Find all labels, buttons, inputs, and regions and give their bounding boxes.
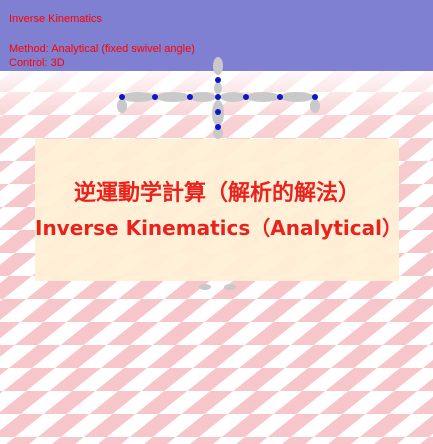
hud-control-line: Control: 3D	[9, 57, 65, 69]
left-forearm-bone	[156, 92, 190, 102]
neck-bone	[214, 82, 222, 94]
right-forearm-bone	[280, 92, 314, 102]
caption-japanese-title: 逆運動学計算（解析的解法）	[73, 181, 360, 206]
left-upper-arm-bone	[121, 92, 155, 102]
spine-joint-dot[interactable]	[215, 109, 221, 115]
right-upper-arm-bone	[246, 92, 280, 102]
right-hand-joint-dot[interactable]	[312, 94, 318, 100]
right-hand-bone	[310, 99, 320, 113]
neck-joint-dot[interactable]	[215, 77, 221, 83]
right-foot-bone	[224, 284, 236, 290]
pelvis-joint-dot[interactable]	[215, 124, 221, 130]
left-hand-bone	[117, 99, 127, 113]
hud-method-line: Method: Analytical (fixed swivel angle)	[9, 43, 195, 55]
right-elbow-joint-dot[interactable]	[277, 94, 283, 100]
right-shoulder-joint-dot[interactable]	[243, 94, 249, 100]
caption-panel: 逆運動学計算（解析的解法） Inverse Kinematics（Analyti…	[35, 139, 402, 281]
pelvis-bone	[213, 127, 223, 139]
hud-title: Inverse Kinematics	[9, 13, 102, 25]
stick-figure-character[interactable]	[117, 57, 320, 290]
caption-english-title: Inverse Kinematics（Analytical）	[35, 216, 402, 240]
left-foot-bone	[199, 284, 211, 290]
left-hand-joint-dot[interactable]	[119, 94, 125, 100]
left-elbow-joint-dot[interactable]	[152, 94, 158, 100]
left-shoulder-joint-dot[interactable]	[187, 94, 193, 100]
chest-joint-dot[interactable]	[215, 94, 221, 100]
left-shoulder-bone	[190, 92, 216, 102]
right-shoulder-bone	[220, 92, 246, 102]
head-bone	[213, 57, 223, 75]
